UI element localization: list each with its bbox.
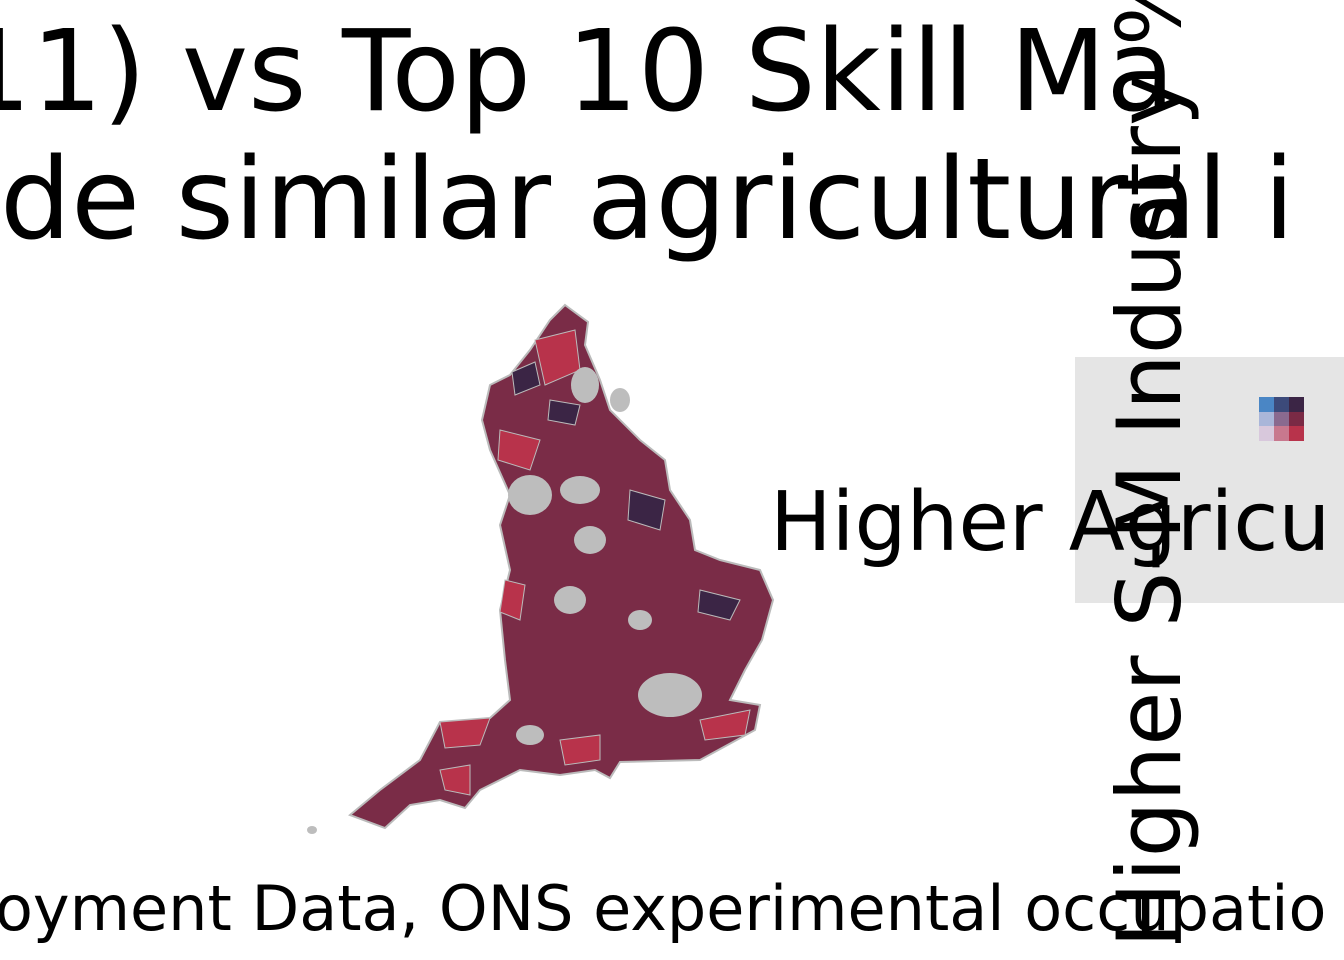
legend-x-label: Higher Agricu [770, 475, 1330, 570]
urban-area [638, 673, 702, 717]
urban-area [571, 367, 599, 403]
urban-area [516, 725, 544, 745]
region [697, 589, 741, 621]
legend-cell [1259, 426, 1274, 441]
urban-area [574, 526, 606, 554]
legend-cell [1274, 397, 1289, 412]
legend-cell [1289, 426, 1304, 441]
urban-area [628, 610, 652, 630]
legend-cell [1274, 426, 1289, 441]
urban-area [508, 475, 552, 515]
subtitle: de similar agricultural i [0, 135, 1295, 265]
caption: oyment Data, ONS experimental occupatio [0, 872, 1326, 945]
legend-cell [1259, 397, 1274, 412]
region [497, 429, 541, 471]
region [547, 399, 581, 426]
urban-area [610, 388, 630, 412]
england-map [307, 303, 775, 834]
urban-area [560, 476, 600, 504]
legend: Higher Agricu Higher S-M Industry % [770, 0, 1344, 948]
legend-cell [1289, 412, 1304, 426]
region [627, 489, 666, 531]
urban-area [307, 826, 317, 834]
region [439, 717, 491, 749]
map-regions [439, 329, 751, 796]
title: 11) vs Top 10 Skill Ma [0, 7, 1175, 137]
region [559, 734, 601, 766]
region [511, 361, 541, 396]
legend-cell [1259, 412, 1274, 426]
legend-cell [1274, 412, 1289, 426]
region [699, 709, 751, 741]
region [499, 579, 526, 621]
legend-cell [1289, 397, 1304, 412]
urban-area [554, 586, 586, 614]
legend-y-label: Higher S-M Industry % [1098, 0, 1201, 948]
legend-grid [1259, 397, 1304, 441]
urban-areas [307, 367, 702, 834]
region [439, 764, 471, 796]
